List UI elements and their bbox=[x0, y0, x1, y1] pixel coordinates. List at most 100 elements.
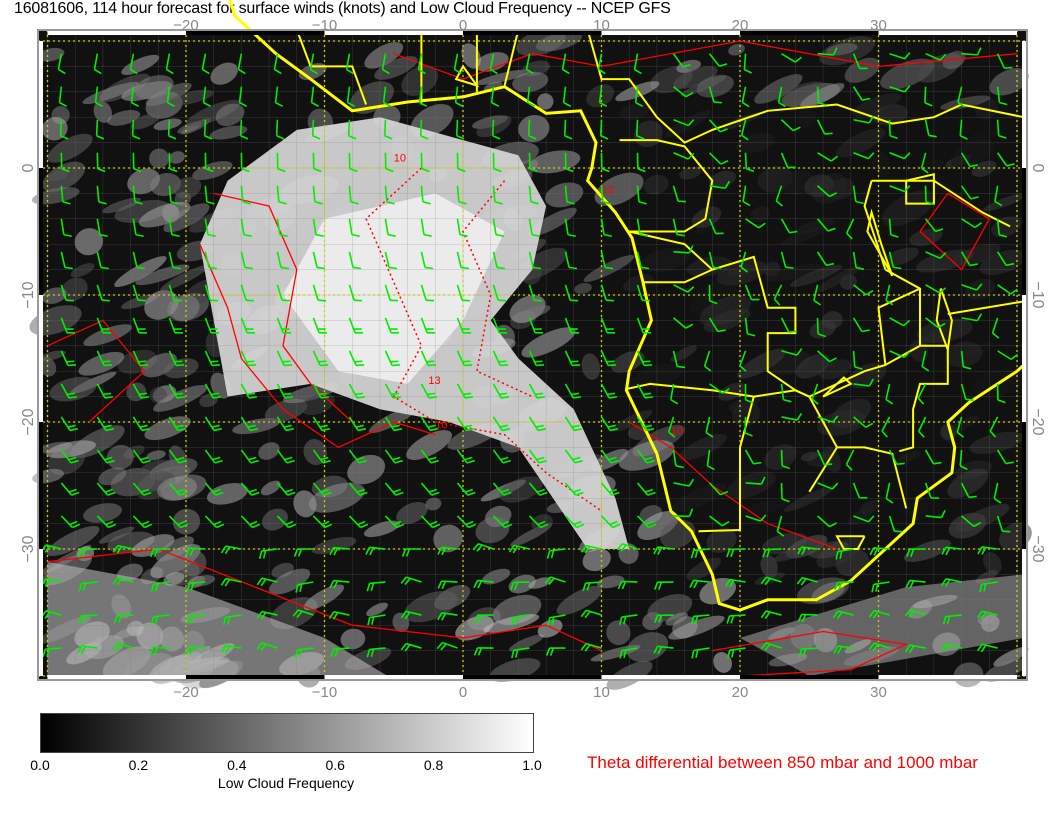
barb-staff bbox=[167, 119, 171, 136]
wind-barb bbox=[167, 119, 177, 140]
barb-flag bbox=[817, 333, 826, 338]
barb-staff bbox=[204, 350, 213, 366]
barb-flag bbox=[572, 364, 581, 367]
barb-flag bbox=[276, 134, 285, 140]
barb-flag bbox=[580, 545, 587, 553]
barb-flag bbox=[141, 428, 150, 432]
wind-barb bbox=[742, 185, 751, 207]
barb-flag bbox=[868, 115, 875, 124]
barb-staff bbox=[801, 647, 818, 650]
barb-flag bbox=[571, 424, 580, 428]
barb-flag bbox=[845, 463, 853, 471]
wind-barb bbox=[871, 581, 890, 593]
barb-flag bbox=[324, 523, 333, 529]
wind-barb bbox=[600, 383, 618, 399]
barb-flag bbox=[797, 546, 803, 555]
barb-flag bbox=[96, 134, 105, 140]
barb-flag bbox=[688, 245, 694, 254]
barb-staff bbox=[766, 642, 782, 649]
cloud-patch bbox=[48, 169, 69, 182]
barb-staff bbox=[740, 251, 747, 268]
barb-staff bbox=[888, 119, 891, 136]
wind-barb bbox=[168, 416, 186, 432]
cloud-patch bbox=[896, 450, 922, 464]
barb-flag bbox=[310, 68, 318, 75]
barb-staff bbox=[708, 152, 722, 165]
wind-barb bbox=[853, 416, 874, 429]
barb-flag bbox=[370, 648, 375, 658]
cloud-patch bbox=[215, 103, 245, 127]
barb-flag bbox=[645, 520, 654, 526]
wind-barb bbox=[708, 218, 724, 235]
barb-staff bbox=[130, 86, 135, 103]
barb-flag bbox=[215, 491, 224, 496]
wind-barb bbox=[580, 642, 602, 652]
country-border bbox=[586, 29, 1025, 144]
barb-staff bbox=[333, 546, 350, 550]
barb-flag bbox=[924, 101, 933, 107]
barb-flag bbox=[514, 582, 519, 591]
barb-staff bbox=[817, 515, 831, 528]
barb-staff bbox=[204, 515, 218, 529]
wind-barb bbox=[312, 449, 331, 464]
barb-flag bbox=[431, 491, 440, 496]
cloud-patch bbox=[261, 508, 288, 531]
cloud-patch bbox=[529, 150, 581, 174]
barb-staff bbox=[874, 642, 890, 649]
wind-barb bbox=[959, 119, 968, 140]
barb-flag bbox=[567, 233, 576, 238]
wind-barb bbox=[760, 642, 782, 651]
barb-flag bbox=[584, 610, 591, 619]
barb-flag bbox=[537, 520, 546, 526]
contour-label: 13 bbox=[602, 184, 614, 196]
barb-flag bbox=[721, 520, 730, 527]
wind-barb bbox=[528, 350, 545, 367]
barb-staff bbox=[297, 581, 314, 586]
wind-barb bbox=[816, 119, 833, 135]
barb-staff bbox=[240, 515, 254, 529]
barb-flag bbox=[921, 167, 929, 174]
barb-staff bbox=[60, 515, 74, 529]
barb-flag bbox=[973, 521, 982, 528]
wind-barb bbox=[833, 645, 854, 655]
barb-flag bbox=[905, 580, 911, 589]
wind-barb bbox=[925, 317, 946, 329]
cloud-patch bbox=[718, 382, 746, 401]
barb-flag bbox=[801, 547, 807, 555]
barb-flag bbox=[134, 200, 143, 205]
wind-barb bbox=[456, 218, 468, 238]
barb-flag bbox=[836, 611, 843, 620]
barb-flag bbox=[369, 547, 375, 556]
barb-staff bbox=[852, 86, 863, 101]
wind-barb bbox=[168, 185, 179, 205]
barb-flag bbox=[623, 649, 627, 659]
cloud-patch bbox=[509, 634, 544, 652]
cloud-patch bbox=[347, 454, 386, 485]
barb-staff bbox=[348, 350, 357, 366]
wind-barb bbox=[346, 86, 356, 108]
barb-staff bbox=[873, 609, 890, 616]
barb-flag bbox=[998, 233, 1008, 238]
wind-barb bbox=[492, 515, 513, 529]
barb-staff bbox=[528, 317, 536, 334]
wind-barb bbox=[60, 449, 79, 464]
barb-staff bbox=[961, 317, 978, 322]
wind-barb bbox=[917, 416, 927, 438]
wind-barb bbox=[653, 546, 674, 555]
barb-flag bbox=[288, 523, 297, 529]
wind-barb bbox=[204, 383, 222, 399]
contour-label: 13 bbox=[428, 375, 440, 387]
wind-barb bbox=[58, 86, 67, 108]
wind-barb bbox=[600, 515, 621, 529]
barb-flag bbox=[226, 616, 231, 625]
barb-staff bbox=[888, 251, 895, 268]
barb-staff bbox=[239, 119, 243, 136]
barb-flag bbox=[185, 547, 191, 556]
barb-flag bbox=[279, 233, 288, 238]
wind-barb bbox=[201, 53, 210, 75]
barb-staff bbox=[60, 416, 71, 431]
wind-barb bbox=[348, 482, 368, 496]
barb-staff bbox=[917, 416, 927, 432]
barb-staff bbox=[622, 542, 638, 550]
cloud-patch bbox=[167, 294, 200, 322]
